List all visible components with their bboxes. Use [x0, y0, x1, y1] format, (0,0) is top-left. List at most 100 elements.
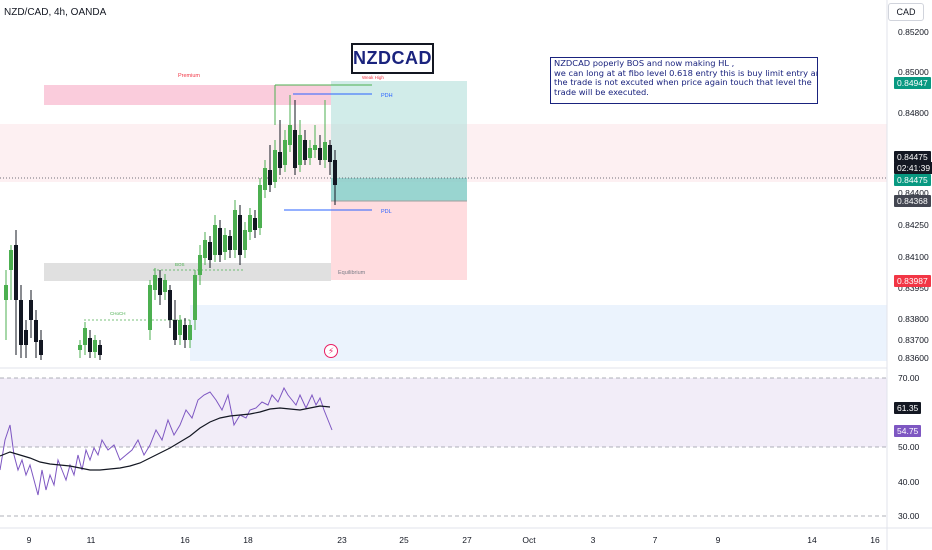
candle-body [243, 230, 247, 250]
candle-body [4, 285, 8, 300]
candle-body [29, 300, 33, 320]
candle-body [98, 345, 102, 355]
candle-body [208, 242, 212, 260]
time-label: 23 [337, 535, 347, 545]
candle-body [278, 152, 282, 168]
candle-body [198, 255, 202, 275]
candle-body [333, 160, 337, 185]
time-label: 25 [399, 535, 409, 545]
candle-body [238, 215, 242, 255]
candle-body [228, 236, 232, 250]
candle-body [268, 170, 272, 185]
lightning-icon[interactable]: ⚡ [324, 344, 338, 358]
discount-band [190, 305, 887, 361]
candle-body [88, 338, 92, 352]
weak-high-label: Weak High [362, 75, 384, 80]
premium-label: Premium [178, 73, 200, 79]
candle-body [34, 320, 38, 342]
profit-zone[interactable] [331, 81, 467, 178]
currency-button[interactable]: CAD [888, 3, 924, 21]
premium-zone [44, 85, 331, 105]
price-label: 0.85000 [898, 67, 929, 77]
symbol-header[interactable]: NZD/CAD, 4h, OANDA [4, 7, 107, 18]
target-price-badge: 0.84947 [894, 77, 931, 89]
candle-body [313, 145, 317, 150]
entry-zone[interactable] [331, 178, 467, 201]
candle-body [318, 148, 322, 160]
candle-body [148, 285, 152, 330]
time-label: 9 [26, 535, 32, 545]
candle-body [178, 320, 182, 335]
candle-body [293, 130, 297, 168]
candle-body [188, 325, 192, 340]
rsi-label: 40.00 [898, 477, 920, 487]
equilibrium-label: Equilibrium [338, 270, 366, 276]
candle-body [223, 235, 227, 252]
candle-body [193, 275, 197, 320]
candle-body [203, 240, 207, 258]
choch-label: CHoCH [110, 311, 126, 316]
candle-body [39, 340, 43, 355]
candle-body [168, 290, 172, 320]
note-line: we can long at at fibo level 0.618 entry… [554, 67, 818, 78]
bos-label: BOS [175, 262, 185, 267]
candle-body [9, 250, 13, 270]
price-label: 0.83800 [898, 314, 929, 324]
candle-body [218, 228, 222, 255]
rsi-line [0, 386, 333, 496]
rsi-label: 30.00 [898, 511, 920, 521]
price-label: 0.83700 [898, 335, 929, 345]
last-price-badge: 0.84475 [894, 151, 931, 163]
time-label: 7 [652, 535, 658, 545]
candle-body [93, 340, 97, 352]
price-label: 0.83600 [898, 353, 929, 363]
candle-body [288, 125, 292, 145]
candle-body [263, 168, 267, 190]
rsi-badge: 54.75 [894, 425, 922, 437]
candle-body [283, 140, 287, 165]
time-label: 14 [807, 535, 817, 545]
candle-body [183, 325, 187, 340]
mid-price-badge: 0.84368 [894, 195, 931, 207]
candle-body [19, 300, 23, 345]
candle-body [303, 140, 307, 160]
candle-body [323, 142, 327, 160]
price-label: 0.85200 [898, 27, 929, 37]
time-label: 18 [243, 535, 253, 545]
note-line: trade will be executed. [554, 86, 649, 97]
entry-price-badge: 0.84475 [894, 174, 931, 186]
rsi-band [0, 378, 887, 447]
candle-body [78, 345, 82, 350]
candle-body [14, 245, 18, 300]
time-label: 9 [715, 535, 721, 545]
candle-body [163, 280, 167, 292]
title-annotation[interactable]: NZDCAD [351, 43, 434, 74]
candle-body [83, 328, 87, 345]
rsi-label: 70.00 [898, 373, 920, 383]
price-label: 0.84400 [898, 188, 929, 198]
candle-body [173, 320, 177, 340]
candle-body [258, 185, 262, 228]
candle-body [153, 275, 157, 290]
candles [4, 95, 337, 360]
candle-body [328, 145, 332, 162]
time-label: 27 [462, 535, 472, 545]
candle-body [253, 218, 257, 230]
candle-body [24, 330, 28, 345]
candle-body [213, 225, 217, 255]
rsi-label: 50.00 [898, 442, 920, 452]
candle-body [308, 148, 312, 158]
equilibrium-zone [44, 263, 331, 281]
pdl-label: PDL [381, 209, 392, 215]
candle-body [273, 150, 277, 182]
note-annotation[interactable]: NZDCAD poperly BOS and now making HL , w… [550, 57, 818, 104]
price-label: 0.83950 [898, 283, 929, 293]
pdh-label: PDH [381, 93, 393, 99]
stop-zone[interactable] [331, 201, 467, 280]
rsi-ma-line [0, 405, 331, 471]
rsi-ma-badge: 61.35 [894, 402, 922, 414]
time-label: 3 [590, 535, 596, 545]
time-label: 16 [180, 535, 190, 545]
stop-price-badge: 0.83987 [894, 275, 931, 287]
